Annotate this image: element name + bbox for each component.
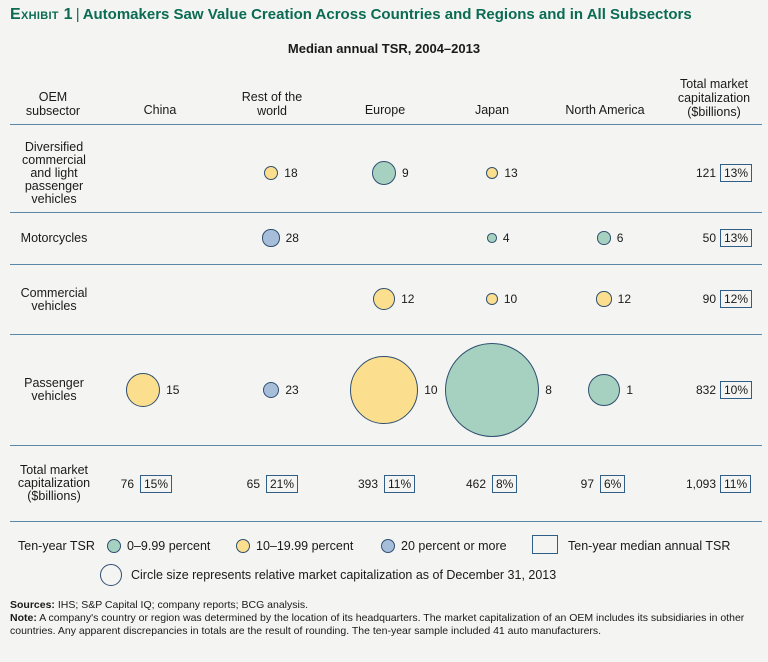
row-median-tsr: 10% xyxy=(720,381,753,399)
legend-label-mid: 10–19.99 percent xyxy=(256,539,354,553)
bubble-commercial-vehicles-europe xyxy=(372,287,396,311)
total-median-box-china: 15% xyxy=(140,475,173,493)
sources-label: Sources: xyxy=(10,599,55,611)
total-cap-japan: 462 xyxy=(465,477,486,491)
row-total-cap: 50 xyxy=(702,231,716,245)
bubble-motorcycles-north-america xyxy=(597,231,611,245)
row-label-commercial: Commercial vehicles xyxy=(20,286,88,313)
total-cap-rest-of-world: 65 xyxy=(246,477,260,491)
row-rule xyxy=(10,445,762,446)
legend-box-swatch xyxy=(532,535,558,554)
bubble-value-label: 10 xyxy=(503,292,518,306)
row-median-box: 13% xyxy=(720,229,753,247)
bubble-motorcycles-rest-of-the-world xyxy=(262,229,280,247)
total-median-box-rest-of-world: 21% xyxy=(266,475,299,493)
row-median-box: 13% xyxy=(720,164,753,182)
row-rule xyxy=(10,212,762,213)
bubble-passenger-vehicles-europe xyxy=(349,355,419,425)
row-median-tsr: 13% xyxy=(720,229,753,247)
sources-note: Sources: IHS; S&P Capital IQ; company re… xyxy=(10,599,760,612)
bubble-motorcycles-japan xyxy=(487,233,497,243)
note-label: Note: xyxy=(10,612,37,624)
column-header-europe: Europe xyxy=(364,103,406,117)
row-median-box: 10% xyxy=(720,381,753,399)
bubble-value-label: 9 xyxy=(401,166,409,180)
row-rule xyxy=(10,264,762,265)
row-rule xyxy=(10,334,762,335)
sources-text: IHS; S&P Capital IQ; company reports; BC… xyxy=(57,599,309,611)
bubble-passenger-vehicles-china xyxy=(125,372,161,408)
legend-size-swatch xyxy=(100,564,122,586)
grand-total-median-tsr: 11% xyxy=(720,475,752,493)
bubble-diversified-commerci-europe xyxy=(372,161,396,185)
note-text: A company's country or region was determ… xyxy=(10,612,745,637)
bubble-commercial-vehicles-north-america xyxy=(596,291,612,307)
legend-size-label: Circle size represents relative market c… xyxy=(131,568,557,582)
bubble-value-label: 10 xyxy=(424,383,438,397)
bubble-value-label: 8 xyxy=(545,383,552,397)
exhibit-label: Exhibit 1 xyxy=(10,6,73,23)
column-header-japan: Japan xyxy=(474,103,510,117)
row-total-cap: 121 xyxy=(695,166,716,180)
row-median-box: 12% xyxy=(720,290,753,308)
row-label-diversified: Diversified commercial and light passeng… xyxy=(22,140,86,206)
bubble-value-label: 6 xyxy=(616,231,624,245)
total-median-tsr-north-america: 6% xyxy=(600,475,626,493)
bubble-value-label: 15 xyxy=(166,383,180,397)
legend-swatch-low xyxy=(107,539,121,553)
row-total-cap: 832 xyxy=(695,383,716,397)
row-median-tsr: 13% xyxy=(720,164,753,182)
exhibit-title: Exhibit 1 | Automakers Saw Value Creation … xyxy=(10,6,760,24)
total-median-box-europe: 11% xyxy=(384,475,416,493)
title-separator: | xyxy=(75,6,80,23)
bubble-diversified-commerci-rest-of-the-world xyxy=(263,165,279,181)
grand-total-cap: 1,093 xyxy=(685,477,716,491)
bubble-passenger-vehicles-north-america xyxy=(587,373,621,407)
bubble-value-label: 28 xyxy=(285,231,299,245)
column-header-china: China xyxy=(143,103,177,117)
row-median-tsr: 12% xyxy=(720,290,753,308)
chart-subtitle: Median annual TSR, 2004–2013 xyxy=(287,41,481,56)
methodology-note: Note: A company's country or region was … xyxy=(10,612,760,637)
bubble-value-label: 23 xyxy=(285,383,299,397)
bubble-passenger-vehicles-rest-of-the-world xyxy=(262,381,280,399)
column-header-rest-of-world: Rest of the world xyxy=(241,90,303,118)
total-median-box-north-america: 6% xyxy=(600,475,626,493)
column-header-total-market-cap: Total market capitalization ($billions) xyxy=(677,77,751,119)
bubble-value-label: 18 xyxy=(284,166,298,180)
legend-title: Ten-year TSR xyxy=(18,539,95,553)
grand-total-median-box: 11% xyxy=(720,475,752,493)
bubble-passenger-vehicles-japan xyxy=(444,342,540,438)
row-label-motorcycles: Motorcycles xyxy=(20,231,88,245)
bubble-diversified-commerci-japan xyxy=(485,166,499,180)
footer-rule xyxy=(10,521,762,522)
legend-label-low: 0–9.99 percent xyxy=(127,539,211,553)
bubble-commercial-vehicles-japan xyxy=(486,293,498,305)
legend-swatch-high xyxy=(381,539,395,553)
total-median-box-japan: 8% xyxy=(492,475,518,493)
legend-swatch-mid xyxy=(236,539,250,553)
total-median-tsr-china: 15% xyxy=(140,475,173,493)
bubble-value-label: 1 xyxy=(626,383,633,397)
total-median-tsr-rest-of-world: 21% xyxy=(266,475,299,493)
bubble-value-label: 12 xyxy=(617,292,632,306)
row-total-cap: 90 xyxy=(702,292,716,306)
total-cap-china: 76 xyxy=(120,477,134,491)
bubble-value-label: 13 xyxy=(504,166,518,180)
header-rule xyxy=(10,124,762,125)
legend-box-label: Ten-year median annual TSR xyxy=(568,539,731,553)
total-cap-europe: 393 xyxy=(357,477,378,491)
total-cap-north-america: 97 xyxy=(580,477,594,491)
chart-title: Automakers Saw Value Creation Across Cou… xyxy=(82,6,692,23)
legend-label-high: 20 percent or more xyxy=(401,539,507,553)
bubble-value-label: 12 xyxy=(401,292,415,306)
total-median-tsr-europe: 11% xyxy=(384,475,416,493)
row-header: OEM subsector xyxy=(25,90,81,118)
row-label-passenger: Passenger vehicles xyxy=(24,376,84,403)
total-median-tsr-japan: 8% xyxy=(492,475,518,493)
totals-row-label: Total market capitalization ($billions) xyxy=(17,463,91,503)
column-header-north-america: North America xyxy=(565,103,645,117)
bubble-value-label: 4 xyxy=(502,231,510,245)
